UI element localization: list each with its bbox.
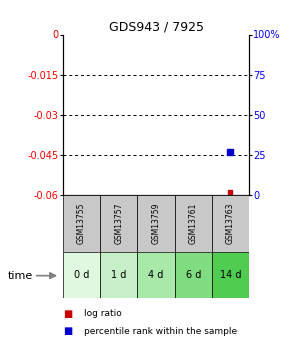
- Text: GSM13755: GSM13755: [77, 203, 86, 244]
- Text: 6 d: 6 d: [185, 270, 201, 280]
- Bar: [137, 195, 175, 252]
- Text: ■: ■: [63, 309, 72, 319]
- Text: time: time: [7, 271, 33, 281]
- Text: GSM13759: GSM13759: [151, 203, 161, 244]
- Text: GSM13761: GSM13761: [189, 203, 198, 244]
- Bar: [212, 252, 249, 298]
- Bar: [100, 195, 137, 252]
- Bar: [137, 252, 175, 298]
- Title: GDS943 / 7925: GDS943 / 7925: [108, 20, 204, 33]
- Text: ■: ■: [63, 326, 72, 336]
- Bar: [100, 252, 137, 298]
- Bar: [175, 252, 212, 298]
- Text: 4 d: 4 d: [148, 270, 164, 280]
- Bar: [63, 252, 100, 298]
- Bar: [212, 195, 249, 252]
- Text: GSM13757: GSM13757: [114, 203, 123, 244]
- Text: 1 d: 1 d: [111, 270, 127, 280]
- Text: 0 d: 0 d: [74, 270, 89, 280]
- Bar: [175, 195, 212, 252]
- Text: GSM13763: GSM13763: [226, 203, 235, 244]
- Text: log ratio: log ratio: [84, 309, 121, 318]
- Text: 14 d: 14 d: [220, 270, 241, 280]
- Text: percentile rank within the sample: percentile rank within the sample: [84, 327, 237, 336]
- Bar: [63, 195, 100, 252]
